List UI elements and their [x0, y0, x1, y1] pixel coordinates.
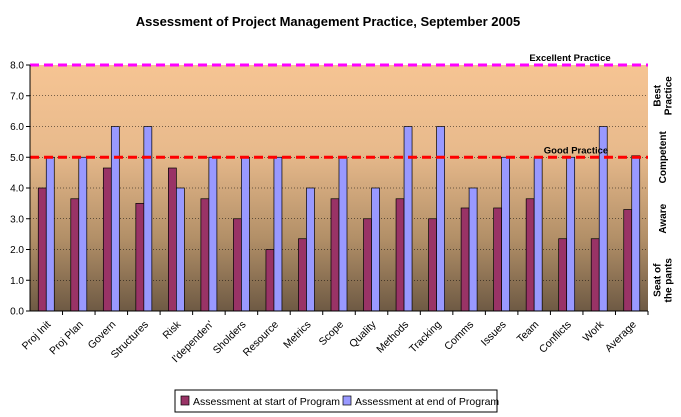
right-band-label: Best Practice	[653, 76, 675, 115]
bar-start	[395, 198, 405, 312]
bar-start	[623, 209, 633, 312]
bar-end	[468, 187, 478, 312]
bar-end	[273, 156, 283, 312]
y-tick-label: 6.0	[10, 122, 24, 133]
y-tick-label: 7.0	[10, 91, 24, 102]
y-tick-label: 0.0	[10, 307, 24, 318]
right-band-label: Aware	[658, 203, 669, 233]
bars-layer	[37, 126, 641, 312]
legend-label: Assessment at end of Program	[355, 396, 499, 408]
right-band-label-line: Competent	[658, 130, 669, 183]
bar-end	[176, 187, 185, 312]
bar-end	[566, 156, 576, 312]
bar-end	[338, 156, 348, 312]
y-tick-label: 5.0	[10, 153, 24, 164]
x-category-label: Risk	[161, 318, 184, 341]
x-category-label: Proj Plan	[47, 319, 86, 358]
x-category-label: Team	[515, 318, 542, 345]
bar-start	[37, 187, 47, 312]
bar-end	[208, 156, 218, 312]
x-category-label: Conflicts	[537, 319, 574, 356]
bar-start	[493, 207, 502, 312]
reference-line-label: Good Practice	[544, 145, 608, 156]
right-band-label-line: Practice	[664, 76, 675, 115]
y-tick-label: 8.0	[10, 61, 24, 72]
x-category-label: Quality	[347, 318, 379, 350]
bar-end	[110, 126, 120, 312]
bar-start	[558, 238, 568, 312]
right-band-label: Seat of the pants	[653, 258, 675, 303]
bar-start	[70, 198, 80, 312]
legend-swatch	[342, 395, 352, 406]
chart-title: Assessment of Project Management Practic…	[136, 14, 520, 29]
bar-end	[533, 156, 543, 312]
right-band-label-line: the pants	[664, 258, 675, 303]
bar-start	[135, 203, 145, 312]
bar-start	[102, 167, 112, 312]
bar-start	[525, 198, 535, 312]
bar-end	[436, 126, 445, 312]
legend-box	[174, 389, 498, 413]
bar-start	[168, 167, 177, 312]
bar-end	[306, 187, 315, 312]
right-band-label-line: Best	[653, 84, 664, 106]
bar-start	[363, 218, 372, 312]
bar-end	[403, 126, 413, 312]
reference-line-label: Excellent Practice	[529, 53, 610, 64]
y-tick-label: 2.0	[10, 245, 24, 256]
bar-end	[501, 156, 510, 312]
reference-lines: Excellent Practice Good Practice	[30, 53, 648, 159]
right-band-label-line: Seat of	[653, 263, 664, 297]
y-tick-label: 1.0	[10, 276, 24, 287]
x-category-label: Metrics	[281, 319, 313, 351]
x-category-label: Methods	[374, 319, 411, 356]
legend-label: Assessment at start of Program	[193, 396, 340, 408]
x-category-label: Scope	[317, 319, 347, 349]
legend-swatch	[180, 395, 190, 406]
x-category-label: Work	[581, 318, 607, 344]
right-band-label: Competent	[658, 130, 669, 183]
right-band-label-line: Aware	[658, 203, 669, 233]
bar-end	[143, 126, 153, 312]
bar-start	[590, 238, 600, 312]
bar-start	[200, 198, 210, 312]
bar-start	[233, 218, 242, 312]
bar-end	[371, 187, 380, 312]
x-category-label: Resource	[241, 319, 281, 359]
x-category-label: Issues	[479, 319, 509, 349]
bar-start	[460, 207, 470, 312]
x-category-label: Tracking	[407, 319, 444, 356]
bar-start	[428, 218, 437, 312]
y-tick-label: 3.0	[10, 214, 24, 225]
bar-end	[241, 156, 250, 312]
y-tick-label: 4.0	[10, 184, 24, 195]
bar-start	[265, 249, 275, 312]
bar-end	[78, 156, 88, 312]
bar-start	[298, 238, 307, 312]
x-category-label: Average	[603, 319, 639, 355]
y-tick-labels: 0.0 1.0 2.0 3.0 4.0 5.0 6.0 7.0 8.0	[10, 61, 24, 318]
x-category-label: Comms	[442, 319, 476, 353]
bar-end	[631, 155, 641, 312]
right-band-labels: Best Practice Competent Aware Seat of the pan…	[653, 76, 675, 303]
legend: Assessment at start of Program Assessment…	[174, 389, 499, 413]
bar-start	[330, 198, 340, 312]
bar-end	[45, 156, 55, 312]
